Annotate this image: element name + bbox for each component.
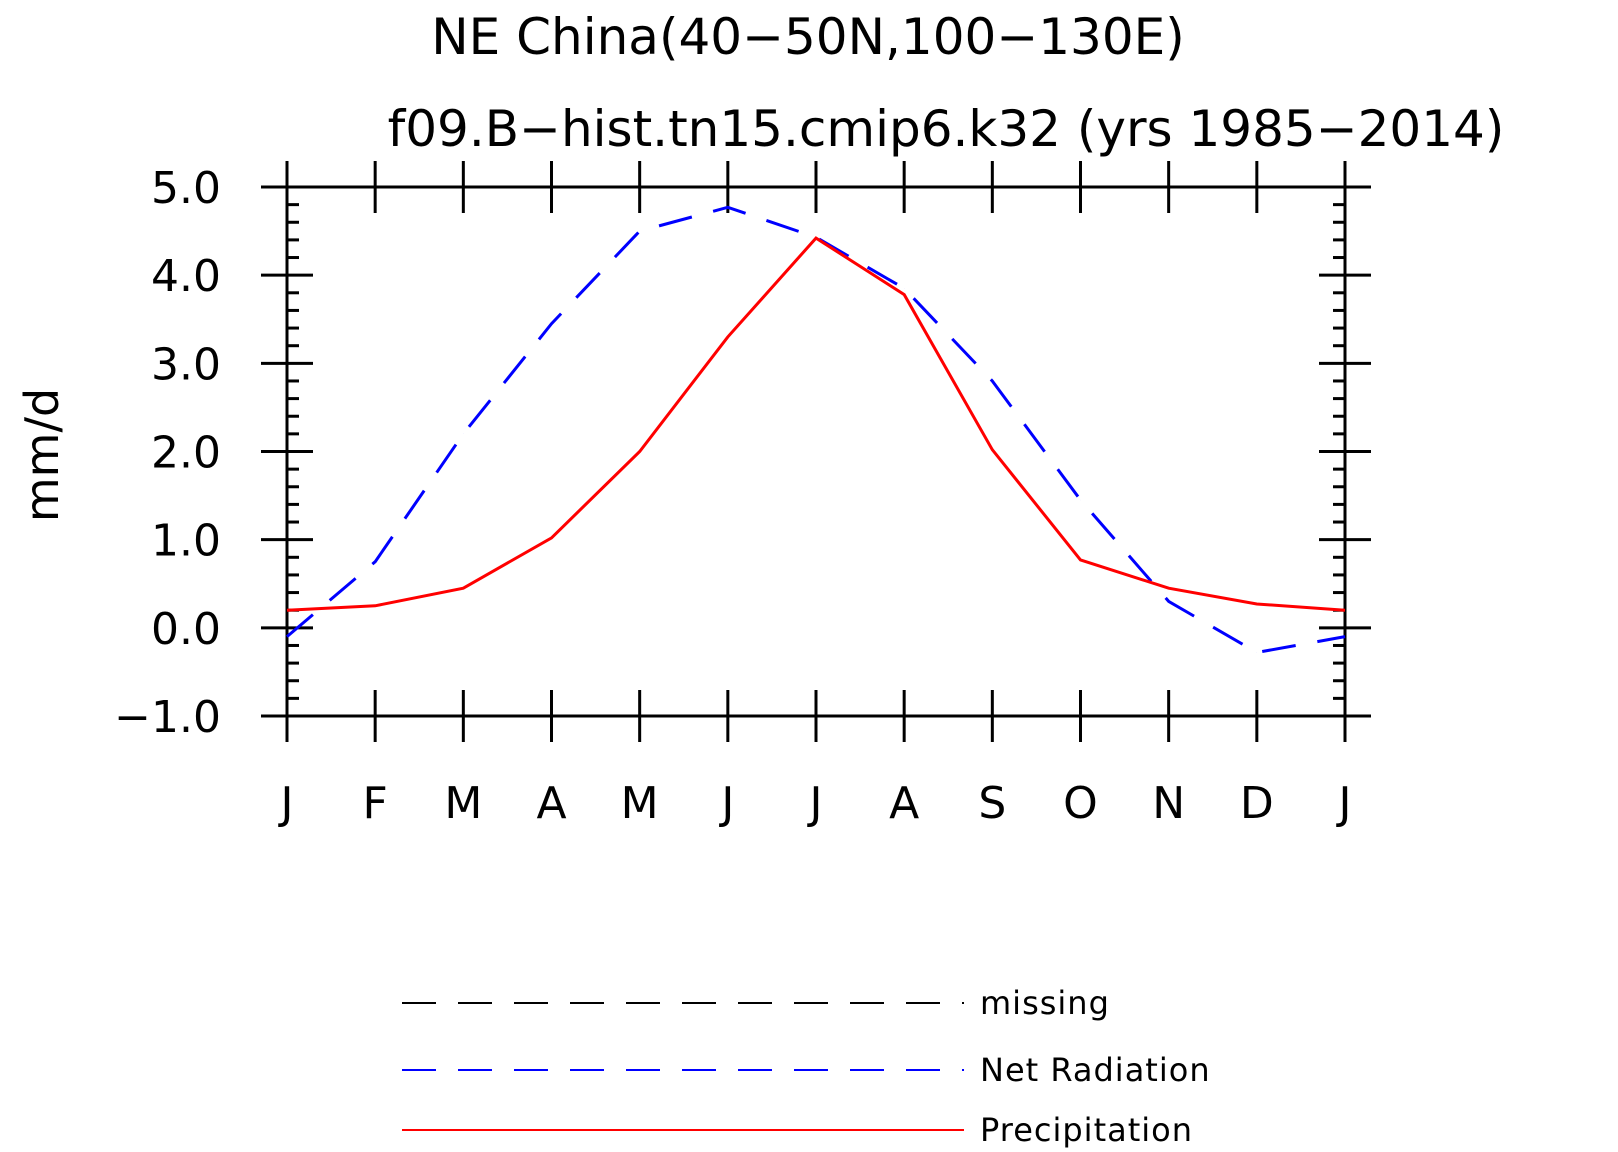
y-axis-label: mm/d [15, 388, 69, 522]
chart-subtitle: f09.B−hist.tn15.cmip6.k32 (yrs 1985−2014… [388, 100, 1505, 158]
legend-label: Net Radiation [980, 1051, 1211, 1089]
y-tick-label: 3.0 [151, 339, 221, 390]
y-tick-label: 4.0 [151, 251, 221, 302]
x-tick-label: A [889, 778, 919, 829]
x-tick-label: A [536, 778, 566, 829]
x-tick-label: N [1152, 778, 1185, 829]
x-tick-label: F [363, 778, 388, 829]
x-tick-label: J [1336, 778, 1352, 829]
legend: missing Net Radiation Precipitation [402, 984, 1211, 1149]
x-tick-label: O [1063, 778, 1098, 829]
y-tick-label: 5.0 [151, 163, 221, 214]
x-tick-label: J [278, 778, 294, 829]
y-tick-label: −1.0 [114, 692, 221, 743]
series-line-2 [286, 236, 1346, 612]
plot-frame [285, 185, 1347, 718]
x-tick-label: J [807, 778, 823, 829]
y-tick-label: 0.0 [151, 604, 221, 655]
x-tick-label: S [978, 778, 1006, 829]
legend-label: Precipitation [980, 1111, 1193, 1149]
series-line-1 [286, 205, 1346, 655]
plot-area: −1.0 0.0 1.0 2.0 3.0 4.0 5.0 J F M A M J J A S O N D J [114, 161, 1371, 829]
y-tick-label: 1.0 [151, 516, 221, 567]
y-tick-label: 2.0 [151, 428, 221, 479]
legend-label: missing [980, 984, 1110, 1022]
x-tick-label: M [621, 778, 659, 829]
x-tick-label: J [718, 778, 734, 829]
x-tick-label: M [444, 778, 482, 829]
x-tick-label: D [1240, 778, 1274, 829]
chart-title: NE China(40−50N,100−130E) [431, 8, 1185, 66]
